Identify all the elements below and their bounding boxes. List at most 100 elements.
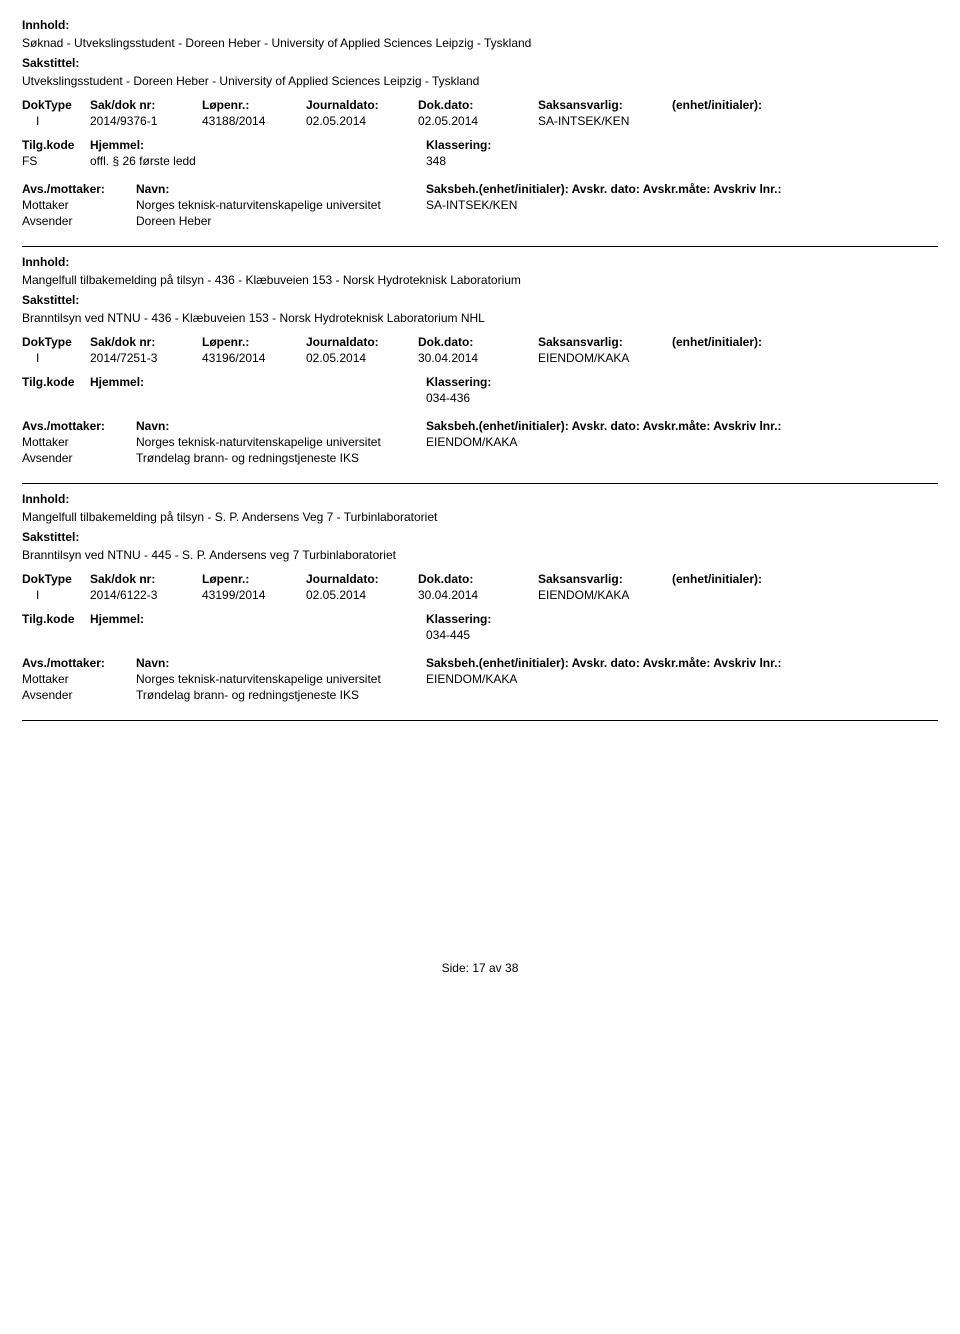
- klassering-col: Klassering:348: [426, 138, 491, 168]
- saksansvarlig-label: Saksansvarlig:: [538, 335, 672, 349]
- saksansvarlig-value: EIENDOM/KAKA: [538, 351, 672, 365]
- sakdok-label: Sak/dok nr:: [90, 335, 202, 349]
- saksbeh-label: Saksbeh.(enhet/initialer): Avskr. dato: …: [426, 182, 781, 196]
- lopenr-value: 43196/2014: [202, 351, 306, 365]
- innhold-text: Mangelfull tilbakemelding på tilsyn - S.…: [22, 510, 938, 524]
- col-lopenr: Løpenr.: 43199/2014: [202, 572, 306, 602]
- saksansvarlig-label: Saksansvarlig:: [538, 572, 672, 586]
- hjemmel-label: Hjemmel:: [90, 375, 144, 389]
- klassering-label: Klassering:: [426, 375, 491, 389]
- party-row: AvsenderTrøndelag brann- og redningstjen…: [22, 451, 426, 465]
- klassering-col: Klassering:034-445: [426, 612, 491, 642]
- sakstittel-label: Sakstittel:: [22, 293, 938, 307]
- meta-row: DokTypeISak/dok nr:2014/6122-3Løpenr.:43…: [22, 572, 938, 602]
- sakdok-value: 2014/6122-3: [90, 588, 202, 602]
- col-doktype: DokTypeI: [22, 98, 90, 128]
- tilgkode-label: Tilg.kode: [22, 375, 90, 389]
- saksansvarlig-value: EIENDOM/KAKA: [538, 588, 672, 602]
- col-journal: Journaldato:02.05.2014: [306, 572, 418, 602]
- party-name: Norges teknisk-naturvitenskapelige unive…: [136, 435, 426, 449]
- party-row: AvsenderTrøndelag brann- og redningstjen…: [22, 688, 426, 702]
- party-saksbeh: SA-INTSEK/KEN: [426, 198, 781, 212]
- col-dokdato: Dok.dato:30.04.2014: [418, 335, 538, 365]
- party-saksbeh: EIENDOM/KAKA: [426, 435, 781, 449]
- hjemmel-row: Tilg.kodeHjemmel:FSoffl. § 26 første led…: [22, 138, 938, 168]
- avs-left: Avs./mottaker:Navn:MottakerNorges teknis…: [22, 419, 426, 465]
- avsmottaker-label: Avs./mottaker:: [22, 182, 136, 196]
- party-role: Avsender: [22, 451, 136, 465]
- party-saksbeh: [426, 214, 781, 228]
- sakstittel-text: Branntilsyn ved NTNU - 436 - Klæbuveien …: [22, 311, 938, 325]
- sakstittel-text: Branntilsyn ved NTNU - 445 - S. P. Ander…: [22, 548, 938, 562]
- doktype-label: DokType: [22, 98, 90, 112]
- party-name: Doreen Heber: [136, 214, 426, 228]
- avsmottaker-label: Avs./mottaker:: [22, 656, 136, 670]
- doktype-label: DokType: [22, 572, 90, 586]
- sakstittel-label: Sakstittel:: [22, 56, 938, 70]
- journaldato-value: 02.05.2014: [306, 351, 418, 365]
- lopenr-label: Løpenr.:: [202, 572, 306, 586]
- party-saksbeh: EIENDOM/KAKA: [426, 672, 781, 686]
- doktype-value: I: [22, 351, 90, 365]
- hjemmel-row: Tilg.kodeHjemmel:Klassering:034-436: [22, 375, 938, 405]
- avs-row: Avs./mottaker:Navn:MottakerNorges teknis…: [22, 182, 938, 228]
- col-sakdok: Sak/dok nr:2014/9376-1: [90, 98, 202, 128]
- col-sakdok: Sak/dok nr:2014/7251-3: [90, 335, 202, 365]
- journaldato-value: 02.05.2014: [306, 588, 418, 602]
- dokdato-value: 30.04.2014: [418, 351, 538, 365]
- footer-side-label: Side:: [442, 961, 469, 975]
- record-divider: [22, 246, 938, 247]
- col-journal: Journaldato: 02.05.2014: [306, 98, 418, 128]
- tilgkode-label: Tilg.kode: [22, 138, 90, 152]
- lopenr-label: Løpenr.:: [202, 335, 306, 349]
- klassering-value: 348: [426, 154, 491, 168]
- col-dokdato: Dok.dato:30.04.2014: [418, 572, 538, 602]
- party-role: Mottaker: [22, 198, 136, 212]
- col-dokdato: Dok.dato:02.05.2014: [418, 98, 538, 128]
- party-row: MottakerNorges teknisk-naturvitenskapeli…: [22, 435, 426, 449]
- party-role: Avsender: [22, 214, 136, 228]
- party-name: Norges teknisk-naturvitenskapelige unive…: [136, 672, 426, 686]
- journaldato-value: 02.05.2014: [306, 114, 418, 128]
- col-enhet: (enhet/initialer):: [672, 98, 822, 128]
- journaldato-label: Journaldato:: [306, 335, 418, 349]
- avs-right: Saksbeh.(enhet/initialer): Avskr. dato: …: [426, 419, 781, 465]
- sakstittel-text: Utvekslingsstudent - Doreen Heber - Univ…: [22, 74, 938, 88]
- record-divider: [22, 720, 938, 721]
- col-saksansvarlig: Saksansvarlig: EIENDOM/KAKA: [538, 335, 672, 365]
- tilgkode-label: Tilg.kode: [22, 612, 90, 626]
- footer-page-number: 17 av 38: [472, 961, 518, 975]
- hjemmel-label: Hjemmel:: [90, 138, 144, 152]
- sakdok-label: Sak/dok nr:: [90, 98, 202, 112]
- page-footer: Side: 17 av 38: [22, 961, 938, 975]
- tilgkode-value: FS: [22, 154, 90, 168]
- lopenr-value: 43199/2014: [202, 588, 306, 602]
- col-lopenr: Løpenr.:43188/2014: [202, 98, 306, 128]
- navn-label: Navn:: [136, 419, 169, 433]
- hjemmel-value: offl. § 26 første ledd: [90, 154, 196, 168]
- enhet-label: (enhet/initialer):: [672, 98, 822, 112]
- saksansvarlig-label: Saksansvarlig:: [538, 98, 672, 112]
- hjemmel-label: Hjemmel:: [90, 612, 144, 626]
- meta-row: DokTypeISak/dok nr:2014/9376-1Løpenr.:43…: [22, 98, 938, 128]
- navn-label: Navn:: [136, 656, 169, 670]
- col-saksansvarlig: Saksansvarlig: EIENDOM/KAKA: [538, 572, 672, 602]
- dokdato-label: Dok.dato:: [418, 572, 538, 586]
- journal-record: Innhold:Mangelfull tilbakemelding på til…: [22, 255, 938, 484]
- party-role: Avsender: [22, 688, 136, 702]
- journaldato-label: Journaldato:: [306, 98, 418, 112]
- hjemmel-row: Tilg.kodeHjemmel: Klassering:034-445: [22, 612, 938, 642]
- journal-record: Innhold:Søknad - Utvekslingsstudent - Do…: [22, 18, 938, 247]
- dokdato-label: Dok.dato:: [418, 98, 538, 112]
- col-lopenr: Løpenr.: 43196/2014: [202, 335, 306, 365]
- hjemmel-left: Tilg.kodeHjemmel:: [22, 375, 426, 405]
- enhet-label: (enhet/initialer):: [672, 572, 822, 586]
- innhold-label: Innhold:: [22, 492, 938, 506]
- col-doktype: DokTypeI: [22, 572, 90, 602]
- klassering-label: Klassering:: [426, 612, 491, 626]
- party-row: MottakerNorges teknisk-naturvitenskapeli…: [22, 672, 426, 686]
- party-name: Norges teknisk-naturvitenskapelige unive…: [136, 198, 426, 212]
- klassering-col: Klassering:034-436: [426, 375, 491, 405]
- avs-row: Avs./mottaker:Navn:MottakerNorges teknis…: [22, 419, 938, 465]
- innhold-text: Mangelfull tilbakemelding på tilsyn - 43…: [22, 273, 938, 287]
